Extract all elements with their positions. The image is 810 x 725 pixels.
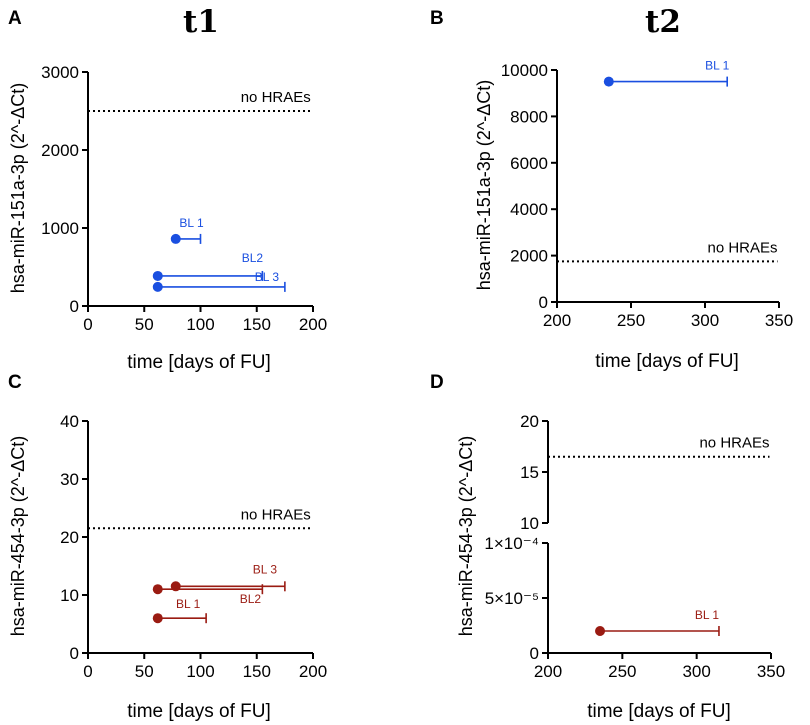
x-axis-title-c: time [days of FU] [127,701,271,722]
y-tick-label: 20 [60,528,79,547]
y-tick-label: 0 [70,297,79,316]
y-tick-label: 8000 [510,107,548,126]
x-tick-label: 350 [765,311,793,330]
y-tick-label: 4000 [510,200,548,219]
panel-label-c: C [8,372,22,393]
y-axis-title-d: hsa-miR-454-3p (2^-ΔCt) [456,436,476,637]
panel-label-b: B [430,8,444,29]
y-tick-label: 1000 [41,219,79,238]
x-tick-label: 50 [135,662,154,681]
y-axis-title-c: hsa-miR-454-3p (2^-ΔCt) [8,436,28,637]
y-tick-label: 5×10⁻⁵ [485,589,539,608]
x-tick-label: 300 [691,311,719,330]
y-tick-label: 30 [60,470,79,489]
x-tick-label: 150 [243,662,271,681]
x-tick-label: 250 [608,662,636,681]
y-tick-label: 40 [60,412,79,431]
series-label-d-bl1: BL 1 [695,608,720,622]
y-axis-title-a: hsa-miR-151a-3p (2^-ΔCt) [8,83,28,294]
y-tick-label: 10 [520,514,539,533]
y-tick-label: 10 [60,586,79,605]
y-tick-label: 15 [520,463,539,482]
y-tick-label: 0 [539,293,548,312]
x-tick-label: 200 [299,662,327,681]
series-label-b-bl1: BL 1 [705,59,730,73]
series-point-a-bl1 [170,233,181,244]
threshold-label-b: no HRAEs [707,239,777,256]
x-tick-label: 250 [617,311,645,330]
column-title-t1: t1 [183,4,219,40]
x-tick-label: 200 [299,315,327,334]
y-tick-label: 0 [70,644,79,663]
series-point-c-bl1 [152,613,163,624]
y-tick-label: 20 [520,412,539,431]
plot-b: 0 2000 4000 6000 8000 10000 200 250 300 350 no HRA… [501,59,793,330]
x-tick-label: 0 [83,315,92,334]
y-tick-label: 2000 [41,141,79,160]
column-title-t2: t2 [645,4,681,40]
x-axis-title-d: time [days of FU] [587,701,731,722]
y-tick-label: 3000 [41,63,79,82]
threshold-label-a: no HRAEs [241,89,311,106]
y-tick-label: 10000 [501,61,548,80]
x-tick-label: 350 [757,662,785,681]
x-tick-label: 150 [243,315,271,334]
threshold-label-d: no HRAEs [699,435,769,452]
y-tick-label: 0 [530,644,539,663]
series-point-d-bl1 [595,626,606,636]
plot-d: 0 5×10⁻⁵ 1×10⁻⁴10 15 20 200 250 300 350 no HRAEs B… [484,412,785,681]
x-tick-label: 50 [135,315,154,334]
y-tick-label: 2000 [510,247,548,266]
x-tick-label: 200 [534,662,562,681]
y-tick-label: 1×10⁻⁴ [484,534,539,553]
x-axis-title-a: time [days of FU] [127,352,271,373]
panel-label-d: D [430,372,444,393]
series-label-a-bl3: BL 3 [255,270,280,284]
x-axis-title-b: time [days of FU] [595,351,739,372]
x-tick-label: 200 [543,311,571,330]
x-tick-label: 0 [83,662,92,681]
panel-label-a: A [8,8,22,29]
series-label-a-bl2: BL2 [242,251,264,265]
plot-c: 0 10 20 30 40 0 50 100 150 200 no HRAEs BL 3 BL2 BL 1 [60,412,327,681]
threshold-label-c: no HRAEs [241,506,311,523]
series-label-c-bl2: BL2 [240,592,262,606]
x-tick-label: 300 [682,662,710,681]
series-point-a-bl2 [152,270,163,281]
series-label-a-bl1: BL 1 [179,216,204,230]
plot-a: 0 1000 2000 3000 0 50 100 150 200 no HRAEs BL 1 BL2… [41,63,327,334]
y-axis-title-b: hsa-miR-151a-3p (2^-ΔCt) [474,80,494,291]
series-point-a-bl3 [152,281,163,292]
series-label-c-bl3: BL 3 [253,562,278,576]
y-tick-label: 6000 [510,154,548,173]
x-tick-label: 100 [186,662,214,681]
series-point-b-bl1 [603,76,614,87]
series-label-c-bl1: BL 1 [176,597,201,611]
series-point-c-bl2 [152,584,163,595]
x-tick-label: 100 [186,315,214,334]
